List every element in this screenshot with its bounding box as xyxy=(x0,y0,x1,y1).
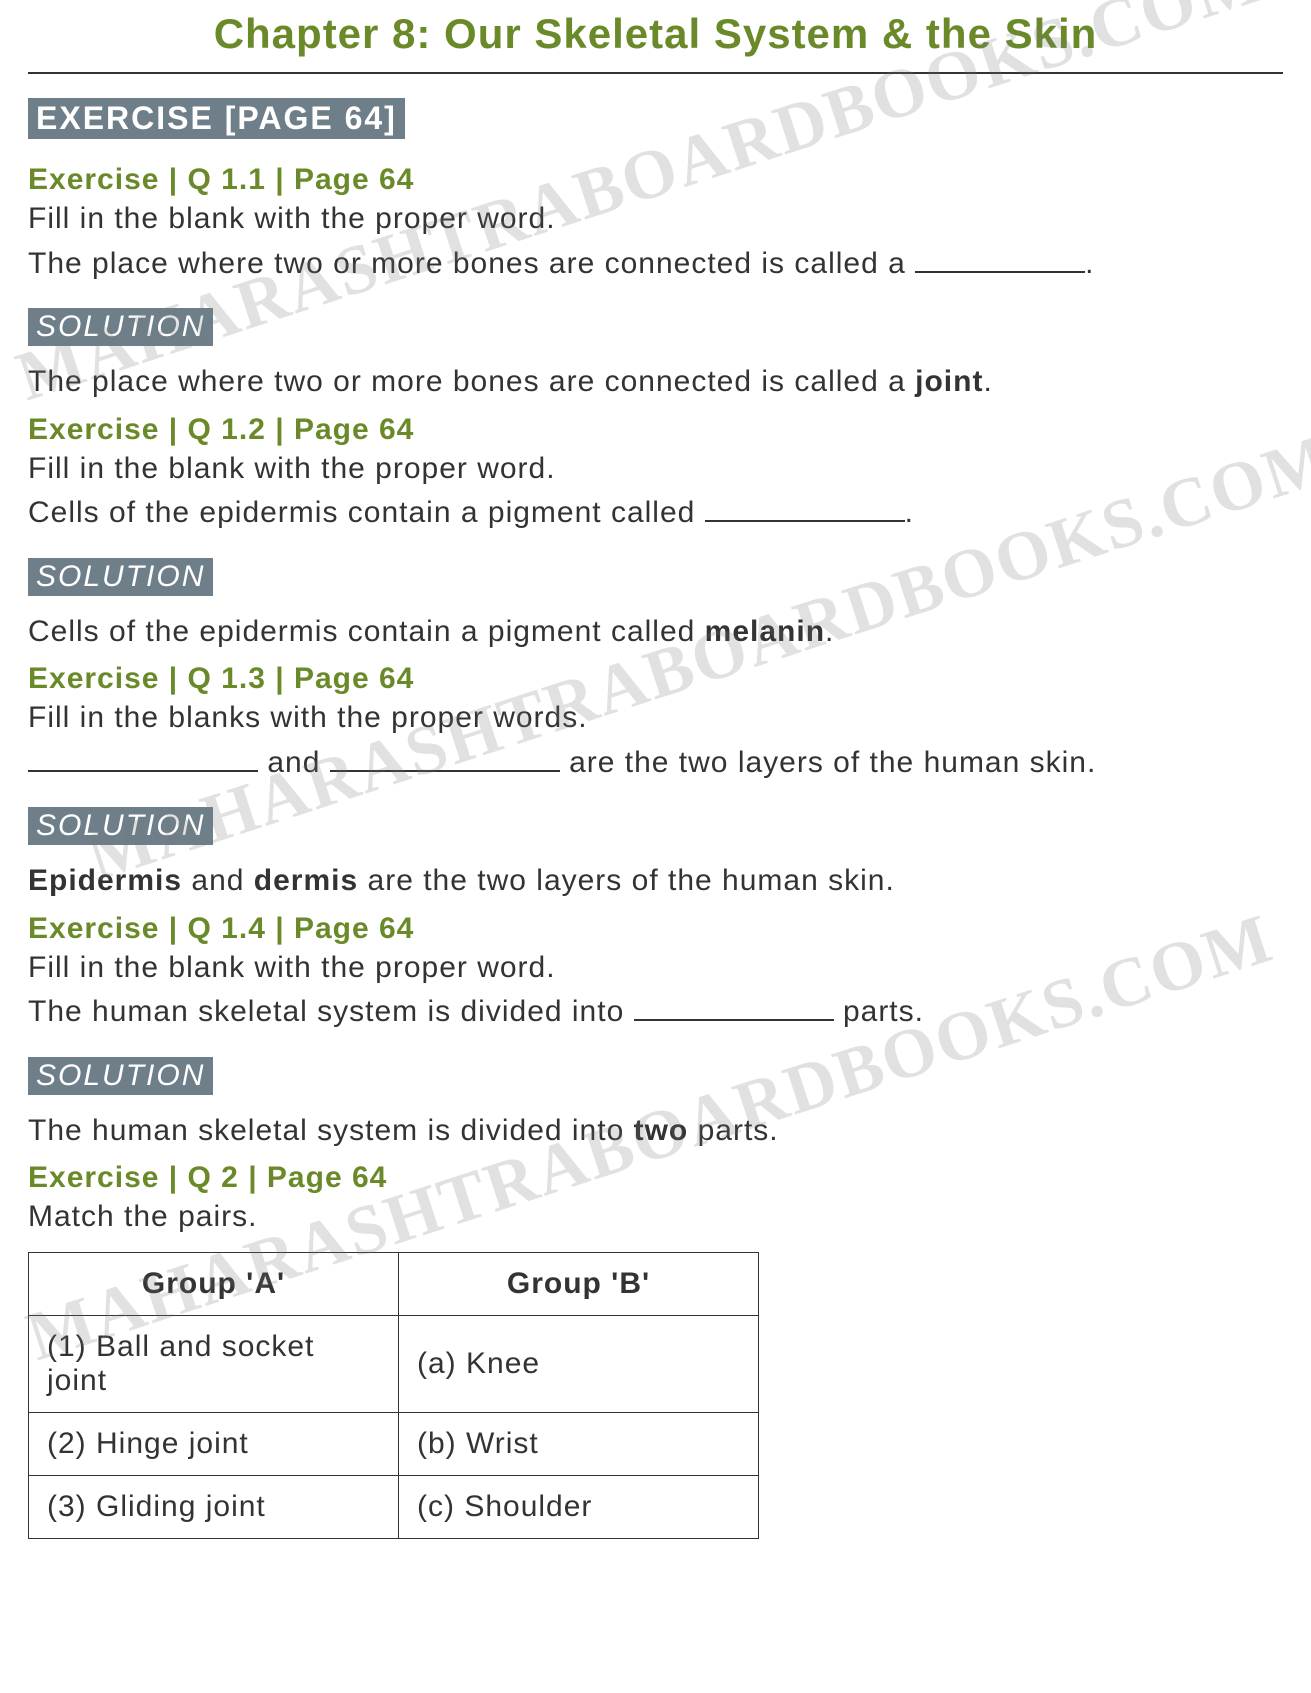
match-table: Group 'A' Group 'B' (1) Ball and socket … xyxy=(28,1252,759,1539)
solution-badge: SOLUTION xyxy=(28,807,213,845)
solution-text: Epidermis and dermis are the two layers … xyxy=(28,861,1283,902)
solution-text: The place where two or more bones are co… xyxy=(28,362,1283,403)
chapter-title: Chapter 8: Our Skeletal System & the Ski… xyxy=(28,0,1283,72)
prompt-text: are the two layers of the human skin. xyxy=(560,746,1097,779)
table-row: (1) Ball and socket joint(a) Knee xyxy=(29,1315,759,1412)
prompt-text: The place where two or more bones are co… xyxy=(28,247,915,280)
solution-answer: Epidermis xyxy=(28,864,182,897)
table-cell-a: (3) Gliding joint xyxy=(29,1475,399,1538)
prompt-text: The human skeletal system is divided int… xyxy=(28,995,634,1028)
table-header-a: Group 'A' xyxy=(29,1252,399,1315)
table-cell-a: (2) Hinge joint xyxy=(29,1412,399,1475)
prompt-text: . xyxy=(905,496,914,529)
question-prompt: The place where two or more bones are co… xyxy=(28,244,1283,285)
solution-fragment: . xyxy=(825,615,834,648)
solution-answer: two xyxy=(634,1114,689,1147)
table-row: (2) Hinge joint(b) Wrist xyxy=(29,1412,759,1475)
question-prompt: Cells of the epidermis contain a pigment… xyxy=(28,493,1283,534)
table-header-b: Group 'B' xyxy=(399,1252,759,1315)
question-instruction: Fill in the blank with the proper word. xyxy=(28,199,1283,240)
exercise-heading: Exercise | Q 1.2 | Page 64 xyxy=(28,413,1283,447)
prompt-text: Cells of the epidermis contain a pigment… xyxy=(28,496,705,529)
table-cell-b: (c) Shoulder xyxy=(399,1475,759,1538)
exercise-heading: Exercise | Q 1.4 | Page 64 xyxy=(28,912,1283,946)
prompt-text: parts. xyxy=(834,995,924,1028)
solution-fragment: and xyxy=(182,864,254,897)
q2-instruction: Match the pairs. xyxy=(28,1197,1283,1238)
solution-badge: SOLUTION xyxy=(28,558,213,596)
solution-fragment: The place where two or more bones are co… xyxy=(28,365,915,398)
exercise-heading: Exercise | Q 1.1 | Page 64 xyxy=(28,163,1283,197)
solution-fragment: Cells of the epidermis contain a pigment… xyxy=(28,615,705,648)
exercise-heading: Exercise | Q 1.3 | Page 64 xyxy=(28,662,1283,696)
solution-badge: SOLUTION xyxy=(28,1057,213,1095)
solution-answer: melanin xyxy=(705,615,825,648)
solution-badge: SOLUTION xyxy=(28,308,213,346)
blank-underline xyxy=(330,748,560,772)
page-container: Chapter 8: Our Skeletal System & the Ski… xyxy=(0,0,1311,1567)
solution-fragment: . xyxy=(983,365,992,398)
solution-text: The human skeletal system is divided int… xyxy=(28,1111,1283,1152)
prompt-text: and xyxy=(258,746,330,779)
solution-fragment: are the two layers of the human skin. xyxy=(358,864,895,897)
blank-underline xyxy=(28,748,258,772)
question-instruction: Fill in the blank with the proper word. xyxy=(28,948,1283,989)
exercise-page-badge: EXERCISE [PAGE 64] xyxy=(28,98,405,139)
table-cell-b: (b) Wrist xyxy=(399,1412,759,1475)
question-instruction: Fill in the blank with the proper word. xyxy=(28,449,1283,490)
question-prompt: and are the two layers of the human skin… xyxy=(28,743,1283,784)
solution-text: Cells of the epidermis contain a pigment… xyxy=(28,612,1283,653)
table-cell-b: (a) Knee xyxy=(399,1315,759,1412)
exercise-heading-q2: Exercise | Q 2 | Page 64 xyxy=(28,1161,1283,1195)
table-header-row: Group 'A' Group 'B' xyxy=(29,1252,759,1315)
solution-fragment: parts. xyxy=(688,1114,778,1147)
blank-underline xyxy=(915,249,1085,273)
table-cell-a: (1) Ball and socket joint xyxy=(29,1315,399,1412)
table-row: (3) Gliding joint(c) Shoulder xyxy=(29,1475,759,1538)
solution-answer: dermis xyxy=(254,864,358,897)
solution-answer: joint xyxy=(915,365,983,398)
prompt-text: . xyxy=(1085,247,1094,280)
question-instruction: Fill in the blanks with the proper words… xyxy=(28,698,1283,739)
blank-underline xyxy=(634,997,834,1021)
question-prompt: The human skeletal system is divided int… xyxy=(28,992,1283,1033)
horizontal-rule xyxy=(28,72,1283,74)
questions-list: Exercise | Q 1.1 | Page 64Fill in the bl… xyxy=(28,163,1283,1151)
solution-fragment: The human skeletal system is divided int… xyxy=(28,1114,634,1147)
blank-underline xyxy=(705,498,905,522)
